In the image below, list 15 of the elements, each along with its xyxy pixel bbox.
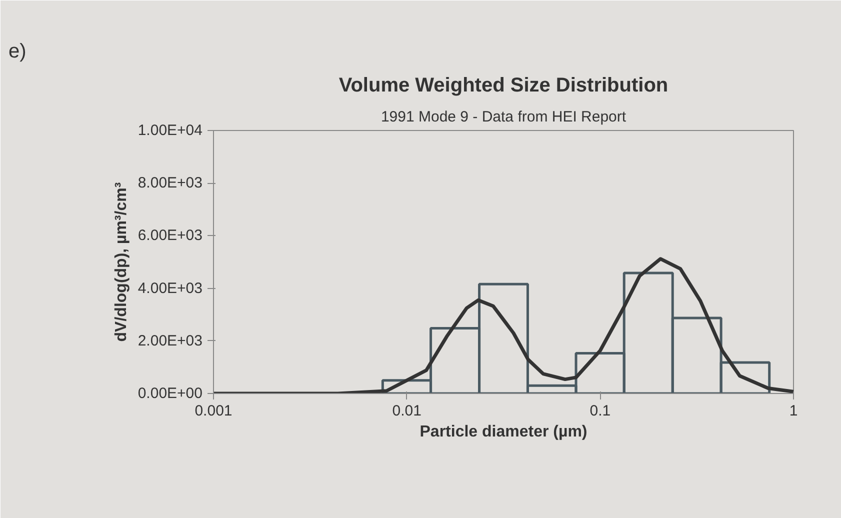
y-tick-label: 1.00E+04 xyxy=(138,122,203,139)
y-tick-label: 2.00E+03 xyxy=(138,332,203,350)
y-tick-label: 0.00E+00 xyxy=(138,385,203,402)
x-axis-title: Particle diameter (µm) xyxy=(420,424,588,440)
x-tick-label: 0.1 xyxy=(590,402,611,420)
y-axis-title: dV/dlog(dp), µm³/cm³ xyxy=(112,182,130,342)
y-tick-label: 8.00E+03 xyxy=(138,174,203,192)
x-tick-label: 1 xyxy=(789,402,798,420)
y-tick-label: 6.00E+03 xyxy=(138,227,203,244)
text: e) xyxy=(8,40,26,62)
y-tick-label: 4.00E+03 xyxy=(138,280,203,297)
x-tick-label: 0.001 xyxy=(194,402,232,420)
chart-subtitle: 1991 Mode 9 - Data from HEI Report xyxy=(380,108,627,126)
x-tick-label: 0.01 xyxy=(392,402,422,420)
chart-title: Volume Weighted Size Distribution xyxy=(338,74,668,96)
